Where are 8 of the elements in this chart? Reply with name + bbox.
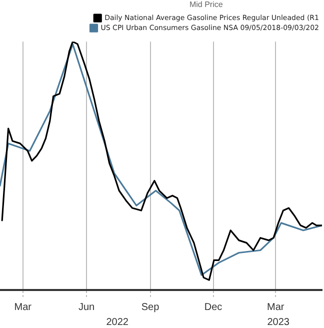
legend-title: Mid Price [189,0,224,10]
x-tick-label: Mar [266,302,285,313]
x-tick-label: Sep [141,302,160,313]
text: 2022 [106,316,129,328]
x-tick-label: Mar [14,302,32,313]
text: 2023 [267,316,290,328]
x-tick-label: Jun [78,302,95,313]
x-tick-label: Dec [204,302,222,313]
